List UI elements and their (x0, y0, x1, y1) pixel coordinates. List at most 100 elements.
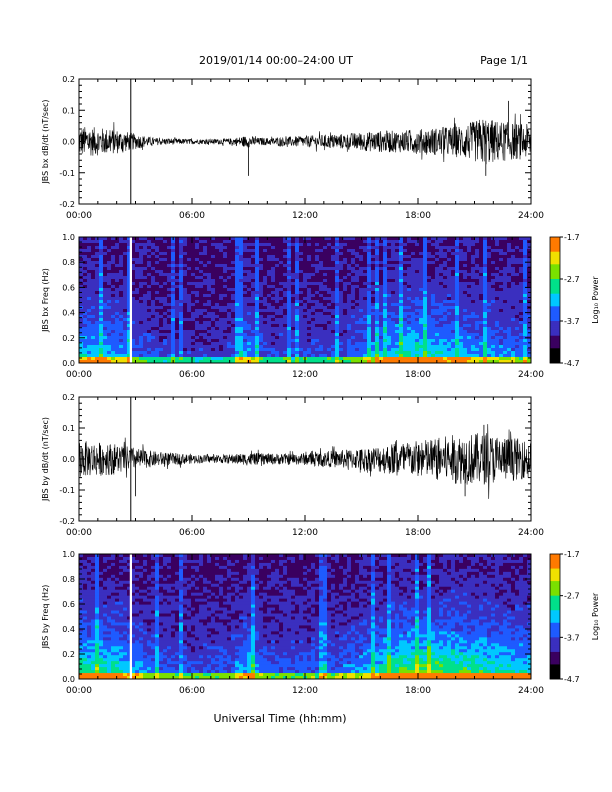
spectrogram-cell (467, 294, 472, 298)
spectrogram-cell (79, 267, 84, 271)
colorbar-segment (550, 331, 560, 334)
spectrogram-cell (331, 348, 336, 352)
spectrogram-cell (299, 345, 304, 349)
spectrogram-cell (423, 246, 428, 250)
spectrogram-cell (435, 264, 440, 268)
spectrogram-cell (367, 336, 372, 340)
spectrogram-cell (187, 306, 192, 310)
spectrogram-cell (147, 336, 152, 340)
spectrogram-cell (287, 243, 292, 247)
spectrogram-cell (111, 336, 116, 340)
spectrogram-cell (403, 249, 408, 253)
colorbar-segment (550, 308, 560, 311)
spectrogram-cell (371, 339, 376, 343)
spectrogram-cell (463, 237, 468, 241)
spectrogram-cell (323, 294, 328, 298)
spectrogram-cell (407, 261, 412, 265)
y-tick-label: -0.1 (59, 169, 75, 178)
spectrogram-cell (519, 240, 524, 244)
spectrogram-cell (467, 285, 472, 289)
spectrogram-cell (243, 354, 248, 358)
spectrogram-cell (291, 258, 296, 262)
spectrogram-cell (439, 300, 444, 304)
spectrogram-cell (355, 291, 360, 295)
spectrogram-cell (331, 306, 336, 310)
spectrogram-cell (131, 255, 136, 259)
spectrogram-cell (391, 348, 396, 352)
spectrogram-cell (83, 312, 88, 316)
spectrogram-cell (259, 333, 264, 337)
spectrogram-cell (439, 252, 444, 256)
spectrogram-cell (107, 282, 112, 286)
spectrogram-cell (199, 342, 204, 346)
spectrogram-cell (79, 297, 84, 301)
spectrogram-cell (87, 252, 92, 256)
spectrogram-cell (455, 249, 460, 253)
spectrogram-cell (395, 300, 400, 304)
spectrogram-cell (395, 255, 400, 259)
spectrogram-cell (83, 279, 88, 283)
spectrogram-cell (471, 357, 476, 361)
spectrogram-cell (327, 306, 332, 310)
spectrogram-cell (111, 258, 116, 262)
spectrogram-cell (195, 306, 200, 310)
spectrogram-cell (387, 348, 392, 352)
spectrogram-cell (395, 270, 400, 274)
spectrogram-cell (439, 246, 444, 250)
spectrogram-cell (163, 237, 168, 241)
spectrogram-cell (163, 330, 168, 334)
spectrogram-cell (159, 279, 164, 283)
spectrogram-cell (95, 297, 100, 301)
spectrogram-cell (215, 288, 220, 292)
spectrogram-cell (391, 240, 396, 244)
spectrogram-cell (291, 240, 296, 244)
spectrogram-cell (267, 342, 272, 346)
spectrogram-cell (379, 297, 384, 301)
spectrogram-cell (187, 273, 192, 277)
spectrogram-cell (455, 318, 460, 322)
spectrogram-cell (339, 267, 344, 271)
spectrogram-cell (335, 348, 340, 352)
spectrogram-cell (183, 249, 188, 253)
spectrogram-cell (135, 327, 140, 331)
spectrogram-cell (511, 237, 516, 241)
spectrogram-cell (291, 285, 296, 289)
spectrogram-cell (475, 312, 480, 316)
spectrogram-cell (287, 330, 292, 334)
spectrogram-cell (191, 330, 196, 334)
spectrogram-cell (507, 270, 512, 274)
spectrogram-cell (327, 264, 332, 268)
spectrogram-cell (487, 279, 492, 283)
spectrogram-cell (491, 273, 496, 277)
spectrogram-cell (207, 303, 212, 307)
spectrogram-cell (279, 300, 284, 304)
spectrogram-cell (119, 339, 124, 343)
spectrogram-cell (291, 276, 296, 280)
spectrogram-cell (355, 330, 360, 334)
spectrogram-cell (499, 270, 504, 274)
spectrogram-cell (467, 327, 472, 331)
spectrogram-cell (347, 354, 352, 358)
spectrogram-cell (275, 240, 280, 244)
spectrogram-cell (163, 291, 168, 295)
spectrogram-cell (83, 324, 88, 328)
spectrogram-cell (247, 276, 252, 280)
spectrogram-cell (231, 261, 236, 265)
spectrogram-cell (151, 246, 156, 250)
spectrogram-cell (455, 360, 460, 364)
spectrogram-cell (155, 354, 160, 358)
spectrogram-cell (167, 339, 172, 343)
spectrogram-cell (347, 297, 352, 301)
spectrogram-cell (507, 357, 512, 361)
spectrogram-cell (179, 252, 184, 256)
spectrogram-cell (231, 255, 236, 259)
spectrogram-cell (347, 273, 352, 277)
spectrogram-cell (527, 252, 532, 256)
spectrogram-cell (123, 318, 128, 322)
spectrogram-cell (331, 345, 336, 349)
spectrogram-cell (455, 348, 460, 352)
spectrogram-cell (271, 318, 276, 322)
spectrogram-cell (399, 237, 404, 241)
spectrogram-cell (367, 354, 372, 358)
spectrogram-cell (475, 249, 480, 253)
